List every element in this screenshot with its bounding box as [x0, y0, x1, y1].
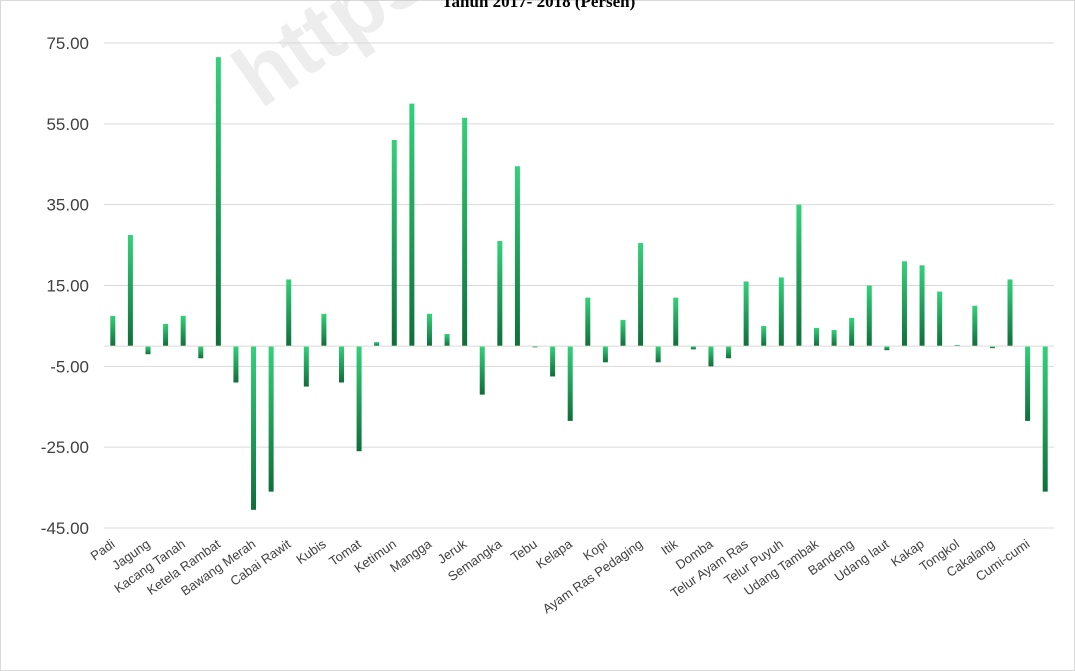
y-axis-ticks: 75.00 55.00 35.00 15.00 -5.00 -25.00 -45.00 — [41, 34, 89, 538]
bar — [778, 277, 784, 347]
x-tick-label: Itik — [658, 536, 681, 558]
bar — [690, 346, 696, 350]
bar — [743, 281, 749, 347]
bar — [127, 234, 133, 347]
bar — [462, 117, 468, 347]
bar — [497, 241, 503, 347]
bar — [814, 327, 819, 347]
bar — [673, 297, 679, 347]
bar — [901, 261, 907, 347]
bar — [708, 346, 714, 367]
bar — [110, 315, 116, 347]
bar — [989, 346, 995, 349]
bar — [761, 325, 767, 347]
bar — [391, 140, 397, 347]
bar — [163, 323, 169, 347]
bar — [919, 265, 925, 347]
bar — [374, 342, 380, 347]
bar — [409, 103, 415, 347]
bar — [198, 346, 204, 359]
y-tick-label: 15.00 — [46, 277, 89, 296]
bar — [831, 329, 837, 347]
y-tick-label: -25.00 — [41, 438, 89, 457]
bar — [585, 297, 591, 347]
bar — [286, 279, 292, 347]
bar — [866, 285, 872, 347]
bar — [1025, 346, 1031, 421]
bar — [726, 346, 732, 359]
bar — [321, 313, 327, 347]
y-tick-label: -45.00 — [41, 519, 89, 538]
bar — [233, 346, 239, 383]
bar — [339, 346, 344, 383]
bar — [972, 305, 978, 347]
bar — [884, 346, 890, 351]
bar — [1042, 346, 1048, 492]
y-tick-label: 35.00 — [46, 196, 89, 215]
x-tick-label: Kubis — [293, 536, 329, 567]
bars — [110, 57, 1048, 510]
bar — [303, 346, 309, 387]
bar — [638, 243, 644, 347]
bar — [514, 166, 520, 347]
bar — [796, 204, 802, 347]
bar — [426, 313, 432, 347]
y-tick-label: 55.00 — [46, 115, 89, 134]
bar — [268, 346, 274, 492]
bar — [180, 315, 186, 347]
bar — [145, 346, 151, 355]
bar — [620, 319, 626, 347]
bar — [655, 346, 661, 363]
bar — [937, 291, 943, 347]
bar — [550, 346, 556, 377]
bar — [567, 346, 573, 421]
y-tick-label: 75.00 — [46, 34, 89, 53]
bar — [602, 346, 608, 363]
bar — [479, 346, 485, 395]
bar — [356, 346, 362, 452]
bar — [444, 334, 450, 347]
gridlines — [104, 42, 1054, 529]
bar — [251, 346, 257, 510]
chart-title: Tahun 2017- 2018 (Persen) — [441, 0, 636, 11]
bar — [954, 344, 960, 347]
bar — [215, 57, 221, 347]
bar — [849, 317, 855, 347]
x-tick-label: Kelapa — [533, 536, 575, 572]
bar — [1007, 279, 1013, 347]
y-tick-label: -5.00 — [50, 357, 89, 376]
bar — [532, 346, 538, 348]
